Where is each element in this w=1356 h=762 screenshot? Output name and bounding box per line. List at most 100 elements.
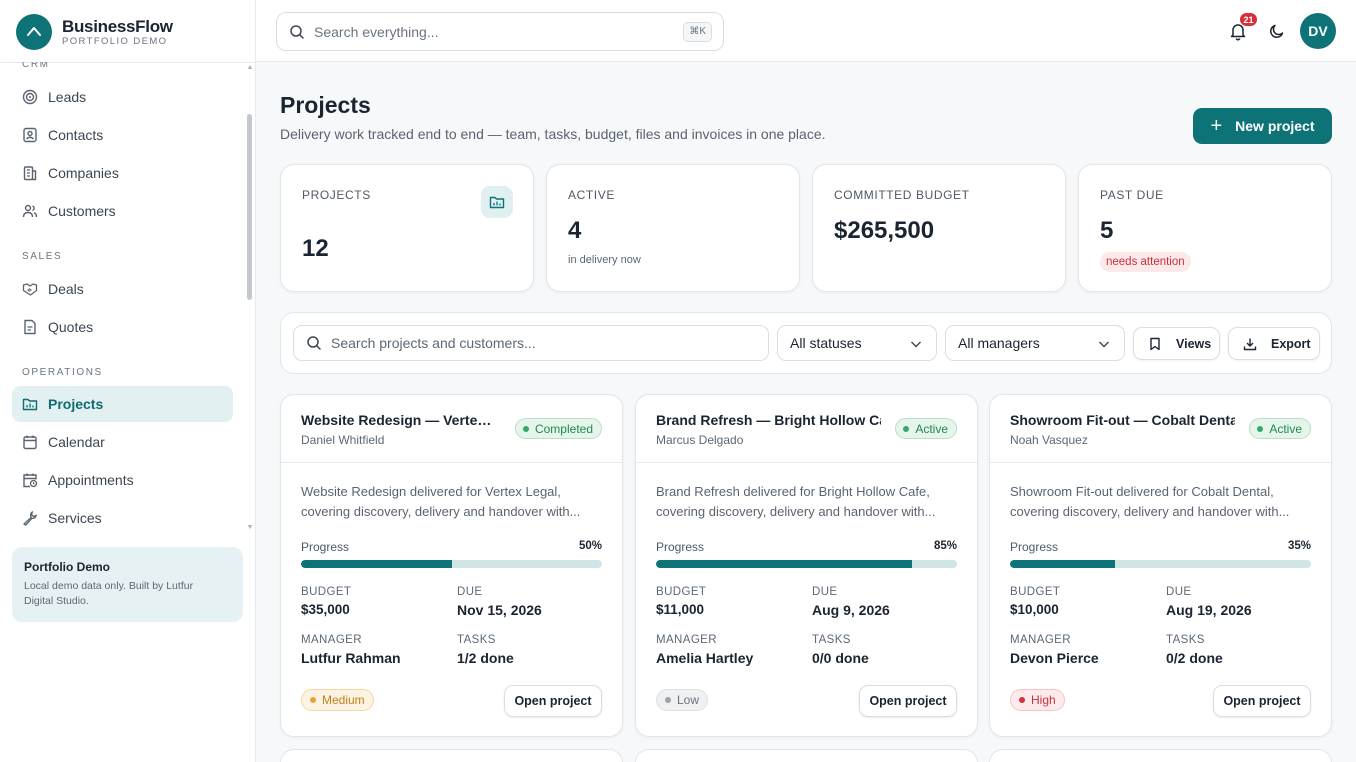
- brand-subtitle: PORTFOLIO DEMO: [62, 35, 168, 47]
- progress-percent: 35%: [1287, 540, 1311, 552]
- handshake-icon: [22, 283, 38, 296]
- sidebar-scrollbar[interactable]: [247, 114, 252, 300]
- manager-value: Amelia Hartley: [656, 650, 754, 666]
- sidebar-item-label: Appointments: [48, 472, 134, 488]
- sidebar-item-calendar[interactable]: Calendar: [12, 424, 233, 460]
- download-icon: [1243, 338, 1257, 350]
- project-search-input[interactable]: [331, 335, 751, 351]
- demo-card-text-line: Digital Studio.: [24, 595, 89, 607]
- sidebar-item-label: Calendar: [48, 434, 105, 450]
- project-card[interactable]: [280, 749, 623, 762]
- progress-bar-fill: [656, 560, 912, 568]
- status-badge-label: Active: [1269, 421, 1302, 436]
- page-subtitle: Delivery work tracked end to end — team,…: [280, 126, 826, 142]
- export-button-label: Export: [1271, 336, 1311, 351]
- scroll-down-arrow[interactable]: ▼: [246, 524, 254, 531]
- stat-card-projects: PROJECTS 12: [280, 164, 534, 292]
- moon-icon[interactable]: [1268, 22, 1286, 40]
- manager-label: MANAGER: [1010, 634, 1071, 646]
- sidebar-item-companies[interactable]: Companies: [12, 155, 233, 191]
- views-button[interactable]: Views: [1133, 327, 1220, 360]
- open-project-button[interactable]: Open project: [1213, 685, 1311, 717]
- folder-chart-icon: [481, 186, 513, 218]
- manager-label: MANAGER: [301, 634, 362, 646]
- project-card[interactable]: Website Redesign — Vertex L... Daniel Wh…: [280, 394, 623, 737]
- sidebar-item-leads[interactable]: Leads: [12, 79, 233, 115]
- chevron-down-icon: [1099, 341, 1109, 348]
- bell-icon[interactable]: [1228, 21, 1248, 41]
- sidebar-item-appointments[interactable]: Appointments: [12, 462, 233, 498]
- nav-section-sales: SALES: [22, 251, 63, 262]
- project-description-line: covering discovery, delivery and handove…: [1010, 504, 1290, 519]
- new-project-button[interactable]: + New project: [1193, 108, 1332, 144]
- demo-card-title: Portfolio Demo: [24, 560, 110, 574]
- page-title: Projects: [280, 92, 371, 118]
- export-button[interactable]: Export: [1228, 327, 1320, 360]
- tasks-value: 0/0 done: [812, 650, 869, 666]
- sidebar: BusinessFlow PORTFOLIO DEMO CRM Leads Co…: [0, 0, 256, 762]
- sidebar-item-label: Deals: [48, 281, 84, 297]
- project-search[interactable]: [293, 325, 769, 361]
- filter-bar: All statuses All managers Views Export: [280, 312, 1332, 374]
- stat-value: $265,500: [834, 217, 935, 244]
- scroll-up-arrow[interactable]: ▲: [246, 64, 254, 71]
- progress-percent: 85%: [933, 540, 957, 552]
- project-description: Showroom Fit-out delivered for Cobalt De…: [1010, 482, 1313, 522]
- demo-card-text: Local demo data only. Built by Lutfur Di…: [24, 579, 231, 609]
- brand-logo-icon: [16, 14, 52, 50]
- progress-bar: [656, 560, 957, 568]
- open-project-button[interactable]: Open project: [504, 685, 602, 717]
- status-filter-select[interactable]: All statuses: [777, 325, 937, 361]
- views-button-label: Views: [1176, 336, 1212, 351]
- priority-badge-label: Low: [677, 693, 700, 707]
- status-dot-icon: [1257, 425, 1264, 432]
- project-card[interactable]: Brand Refresh — Bright Hollow Cafe Marcu…: [635, 394, 978, 737]
- sidebar-item-customers[interactable]: Customers: [12, 193, 233, 229]
- sidebar-item-contacts[interactable]: Contacts: [12, 117, 233, 153]
- project-card-header: Website Redesign — Vertex L... Daniel Wh…: [281, 395, 622, 463]
- open-project-button[interactable]: Open project: [859, 685, 957, 717]
- demo-card-text-line: Local demo data only. Built by Lutfur: [24, 580, 194, 592]
- global-search-input[interactable]: [314, 23, 674, 40]
- sidebar-item-label: Projects: [48, 396, 104, 412]
- priority-badge-label: Medium: [322, 693, 365, 707]
- progress-bar: [301, 560, 602, 568]
- manager-value: Devon Pierce: [1010, 650, 1099, 666]
- stat-label: PROJECTS: [302, 188, 371, 202]
- new-project-button-label: New project: [1235, 118, 1315, 134]
- project-title[interactable]: Showroom Fit-out — Cobalt Dental: [1010, 412, 1235, 428]
- tasks-label: TASKS: [457, 634, 496, 646]
- avatar[interactable]: DV: [1300, 13, 1336, 49]
- building-icon: [23, 166, 37, 181]
- wrench-icon: [23, 511, 37, 526]
- due-label: DUE: [457, 586, 483, 598]
- budget-value: $10,000: [1010, 602, 1059, 617]
- nav-section-operations: OPERATIONS: [22, 367, 103, 378]
- project-card[interactable]: Showroom Fit-out — Cobalt Dental Noah Va…: [989, 394, 1332, 737]
- sidebar-item-projects[interactable]: Projects: [12, 386, 233, 422]
- tasks-value: 1/2 done: [457, 650, 514, 666]
- sidebar-item-label: Quotes: [48, 319, 94, 335]
- contact-card-icon: [23, 127, 37, 143]
- manager-label: MANAGER: [656, 634, 717, 646]
- stat-label: PAST DUE: [1100, 188, 1164, 202]
- budget-label: BUDGET: [656, 586, 707, 598]
- sidebar-item-label: Companies: [48, 165, 119, 181]
- manager-filter-select[interactable]: All managers: [945, 325, 1125, 361]
- sidebar-item-quotes[interactable]: Quotes: [12, 309, 233, 345]
- due-value: Aug 19, 2026: [1166, 602, 1252, 618]
- project-card[interactable]: [989, 749, 1332, 762]
- brand[interactable]: BusinessFlow PORTFOLIO DEMO: [16, 14, 173, 50]
- calendar-icon: [23, 435, 37, 450]
- project-card-header: Showroom Fit-out — Cobalt Dental Noah Va…: [990, 395, 1331, 463]
- global-search[interactable]: ⌘K: [276, 12, 724, 51]
- priority-dot-icon: [1019, 697, 1025, 703]
- project-title[interactable]: Website Redesign — Vertex L...: [301, 412, 496, 428]
- project-title[interactable]: Brand Refresh — Bright Hollow Cafe: [656, 412, 881, 428]
- sidebar-item-deals[interactable]: Deals: [12, 271, 233, 307]
- project-card[interactable]: [635, 749, 978, 762]
- sidebar-item-services[interactable]: Services: [12, 500, 233, 534]
- folder-chart-icon: [22, 398, 38, 411]
- bookmark-icon: [1150, 337, 1160, 350]
- due-label: DUE: [812, 586, 838, 598]
